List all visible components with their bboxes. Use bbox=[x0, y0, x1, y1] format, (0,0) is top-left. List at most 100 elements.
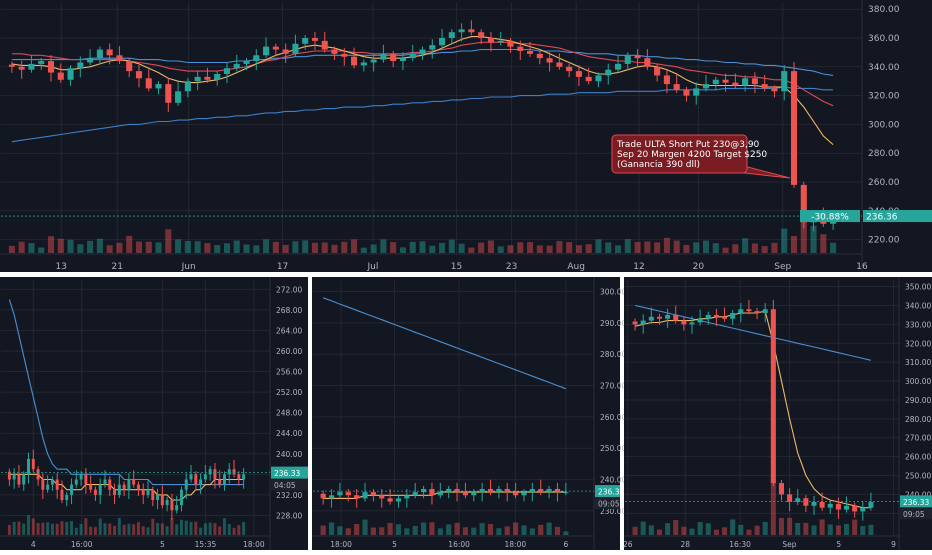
x-tick-label: 28 bbox=[681, 540, 691, 549]
candle-body bbox=[462, 492, 469, 496]
volume-bar bbox=[390, 242, 397, 253]
candle bbox=[399, 52, 406, 71]
volume-bar bbox=[479, 523, 485, 535]
candle-body bbox=[89, 484, 93, 490]
candle-body bbox=[742, 78, 749, 86]
last-price-label: 236.33 bbox=[903, 498, 929, 507]
main-daily-chart[interactable]: 220.00240.00260.00280.00300.00320.00340.… bbox=[0, 0, 932, 272]
candle-body bbox=[860, 507, 866, 512]
candle-body bbox=[12, 474, 16, 480]
candle-body bbox=[412, 492, 418, 496]
candle-body bbox=[429, 488, 435, 496]
volume-bar bbox=[803, 522, 809, 535]
volume-bar bbox=[242, 521, 246, 535]
volume-bar bbox=[712, 243, 719, 253]
candle-body bbox=[458, 29, 465, 33]
candle bbox=[478, 29, 485, 45]
candle-body bbox=[556, 62, 563, 67]
candle-body bbox=[722, 79, 729, 83]
y-tick-label: 280.00 bbox=[868, 149, 900, 159]
candle-body bbox=[730, 313, 736, 319]
candle-body bbox=[487, 38, 494, 43]
intraday-chart-3[interactable]: 230.00240.00250.00260.00270.00280.00290.… bbox=[623, 277, 932, 550]
volume-bar bbox=[546, 245, 553, 253]
volume-bar bbox=[575, 245, 582, 253]
y-tick-label: 300.00 bbox=[600, 288, 626, 297]
candle bbox=[194, 70, 201, 91]
volume-bar bbox=[12, 521, 16, 535]
candle bbox=[165, 78, 172, 112]
change-pct-label-bg bbox=[800, 210, 860, 223]
candle-body bbox=[96, 49, 103, 59]
volume-bar bbox=[360, 247, 367, 253]
candle bbox=[673, 305, 679, 324]
intraday-chart-2[interactable]: 230.00 240.00 250.00 260.00 270.00 280.00 290.… bbox=[312, 277, 626, 550]
candle-body bbox=[681, 320, 687, 325]
candle-body bbox=[60, 489, 64, 501]
candle bbox=[673, 75, 680, 93]
x-tick-label: 18:00 bbox=[243, 540, 265, 549]
candle-body bbox=[189, 474, 193, 480]
candle bbox=[468, 20, 475, 36]
volume-bar bbox=[380, 239, 387, 253]
volume-bar bbox=[208, 522, 212, 535]
y-tick-label: 252.00 bbox=[276, 388, 302, 397]
x-tick-label: Sep bbox=[782, 540, 796, 549]
candle bbox=[354, 489, 360, 508]
candle-body bbox=[57, 72, 64, 80]
panel-background bbox=[312, 277, 620, 550]
candle bbox=[479, 482, 485, 502]
candle-body bbox=[429, 45, 436, 50]
candle bbox=[108, 476, 112, 496]
candle-body bbox=[227, 469, 231, 475]
candle-body bbox=[644, 58, 651, 67]
volume-bar bbox=[751, 243, 758, 253]
candle bbox=[170, 493, 174, 520]
volume-bar bbox=[194, 241, 201, 253]
candle-body bbox=[554, 488, 561, 493]
candle bbox=[179, 486, 183, 512]
volume-bar bbox=[595, 239, 602, 253]
candle-body bbox=[663, 75, 670, 85]
candle-body bbox=[331, 49, 338, 54]
volume-bar bbox=[654, 242, 661, 253]
candle-body bbox=[778, 483, 784, 495]
candle bbox=[223, 471, 226, 491]
volume-bar bbox=[713, 529, 719, 535]
candle-body bbox=[595, 75, 602, 82]
volume-bar bbox=[527, 242, 534, 253]
candle-body bbox=[868, 501, 874, 508]
candle-body bbox=[605, 69, 612, 76]
candle bbox=[320, 490, 326, 505]
x-tick-label: 23 bbox=[506, 262, 517, 272]
volume-bar bbox=[648, 525, 654, 535]
volume-bar bbox=[778, 517, 784, 535]
candle-body bbox=[41, 479, 45, 490]
volume-bar bbox=[538, 524, 544, 535]
candle bbox=[790, 62, 798, 188]
candle-body bbox=[648, 316, 654, 321]
candle bbox=[566, 63, 573, 78]
x-tick-label: 16:00 bbox=[448, 540, 470, 549]
candle-body bbox=[311, 38, 318, 41]
last-price-label-bg bbox=[595, 485, 620, 498]
volume-bar bbox=[458, 243, 465, 253]
candle bbox=[536, 50, 543, 65]
candle-body bbox=[103, 479, 107, 485]
candle bbox=[22, 471, 26, 491]
candle-body bbox=[566, 66, 573, 72]
volume-bar bbox=[487, 240, 494, 253]
volume-bar bbox=[820, 234, 827, 253]
volume-bar bbox=[370, 244, 377, 253]
intraday-chart-1[interactable]: 228.00232.00236.00240.00244.00248.00252.… bbox=[0, 277, 308, 550]
y-tick-label: 290.00 bbox=[600, 319, 626, 328]
y-tick-label: 280.00 bbox=[600, 350, 626, 359]
candle bbox=[648, 307, 654, 324]
trade-annotation[interactable]: Trade ULTA Short Put 230@3,90 Sep 20 Mar… bbox=[611, 134, 791, 179]
candle-body bbox=[328, 495, 335, 499]
candle-body bbox=[360, 62, 367, 66]
volume-bar bbox=[243, 244, 250, 253]
candle bbox=[233, 54, 240, 72]
candle-body bbox=[754, 311, 760, 314]
candle-body bbox=[746, 309, 752, 312]
